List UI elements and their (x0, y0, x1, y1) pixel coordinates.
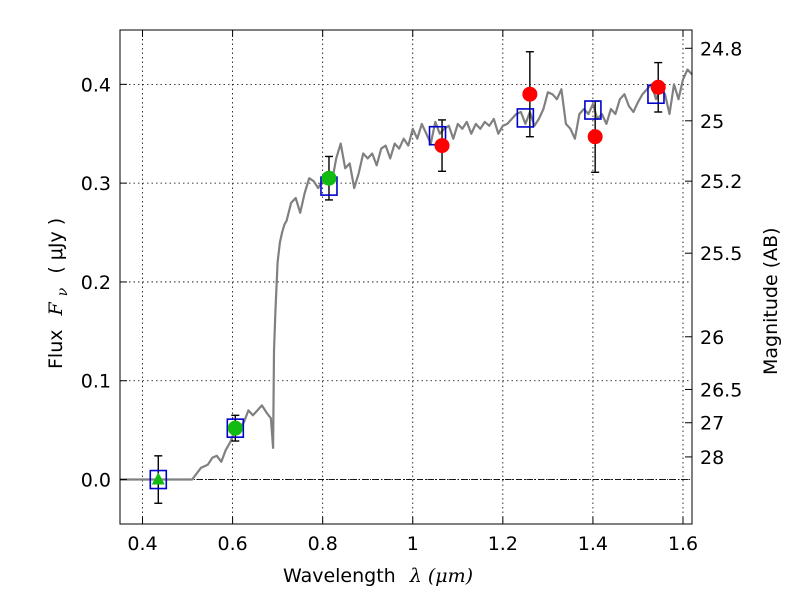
x-tick-label: 1.4 (578, 533, 608, 555)
x-axis-title: Wavelength λ (μm) (283, 565, 473, 587)
model-band-flux-square (149, 469, 168, 490)
y-tick-label: 0.2 (81, 272, 111, 294)
y2-tick-label: 26 (700, 327, 724, 349)
x-tick-label: 0.8 (308, 533, 338, 555)
model-band-flux-square (226, 418, 245, 438)
model-band-flux-square (516, 108, 535, 128)
y-tick-label: 0.1 (81, 371, 111, 393)
y2-tick-label: 25.2 (700, 171, 742, 193)
x-tick-label: 0.4 (127, 533, 157, 555)
model-squares-layer (149, 84, 665, 490)
x-tick-label: 1.6 (668, 533, 698, 555)
y2-tick-label: 28 (700, 447, 724, 469)
x-axis-title-text: Wavelength (283, 565, 396, 587)
y-axis-title-symbol: F (45, 301, 67, 316)
observed-flux-point (321, 170, 337, 186)
y-axis-title-subscript: ν (55, 287, 71, 296)
tick-labels-layer: 0.4 0.6 0.8 1 1.2 1.4 1.6 0.0 0.1 0.2 0.3 0.4 24.8 25… (81, 38, 743, 555)
grid-lines (120, 30, 692, 524)
observed-points-layer (151, 79, 666, 485)
y-tick-label: 0.4 (81, 74, 111, 96)
observed-flux-point (227, 420, 243, 436)
observed-flux-point (650, 79, 666, 95)
axes-frame-layer (119, 29, 693, 525)
model-band-flux-square (584, 100, 602, 120)
y2-tick-label: 25 (700, 111, 724, 133)
y2-tick-label: 26.5 (700, 379, 742, 401)
x-tick-label: 1 (407, 533, 419, 555)
upper-limit-triangle (151, 472, 165, 485)
sed-model-curve (120, 68, 693, 481)
y2-tick-label: 27 (700, 413, 724, 435)
x-tick-label: 0.6 (217, 533, 247, 555)
plot-frame (119, 29, 693, 525)
observed-flux-point (434, 138, 450, 154)
y2-axis-title: Magnitude (AB) (760, 227, 782, 375)
y-axis-title-unit: ( μJy ) (45, 218, 67, 274)
y-tick-label: 0.3 (81, 173, 111, 195)
y2-tick-label: 25.5 (700, 243, 742, 265)
sed-curve-layer (120, 68, 693, 481)
y-axis-title-text: Flux (45, 330, 67, 370)
y-tick-label: 0.0 (81, 470, 111, 492)
x-tick-label: 1.2 (488, 533, 518, 555)
observed-flux-point (522, 86, 538, 102)
y-axis-title: Flux F ν ( μJy ) (45, 218, 72, 369)
y2-tick-label: 24.8 (700, 38, 742, 60)
x-axis-title-symbol: λ (μm) (409, 565, 473, 587)
observed-flux-point (587, 129, 603, 145)
